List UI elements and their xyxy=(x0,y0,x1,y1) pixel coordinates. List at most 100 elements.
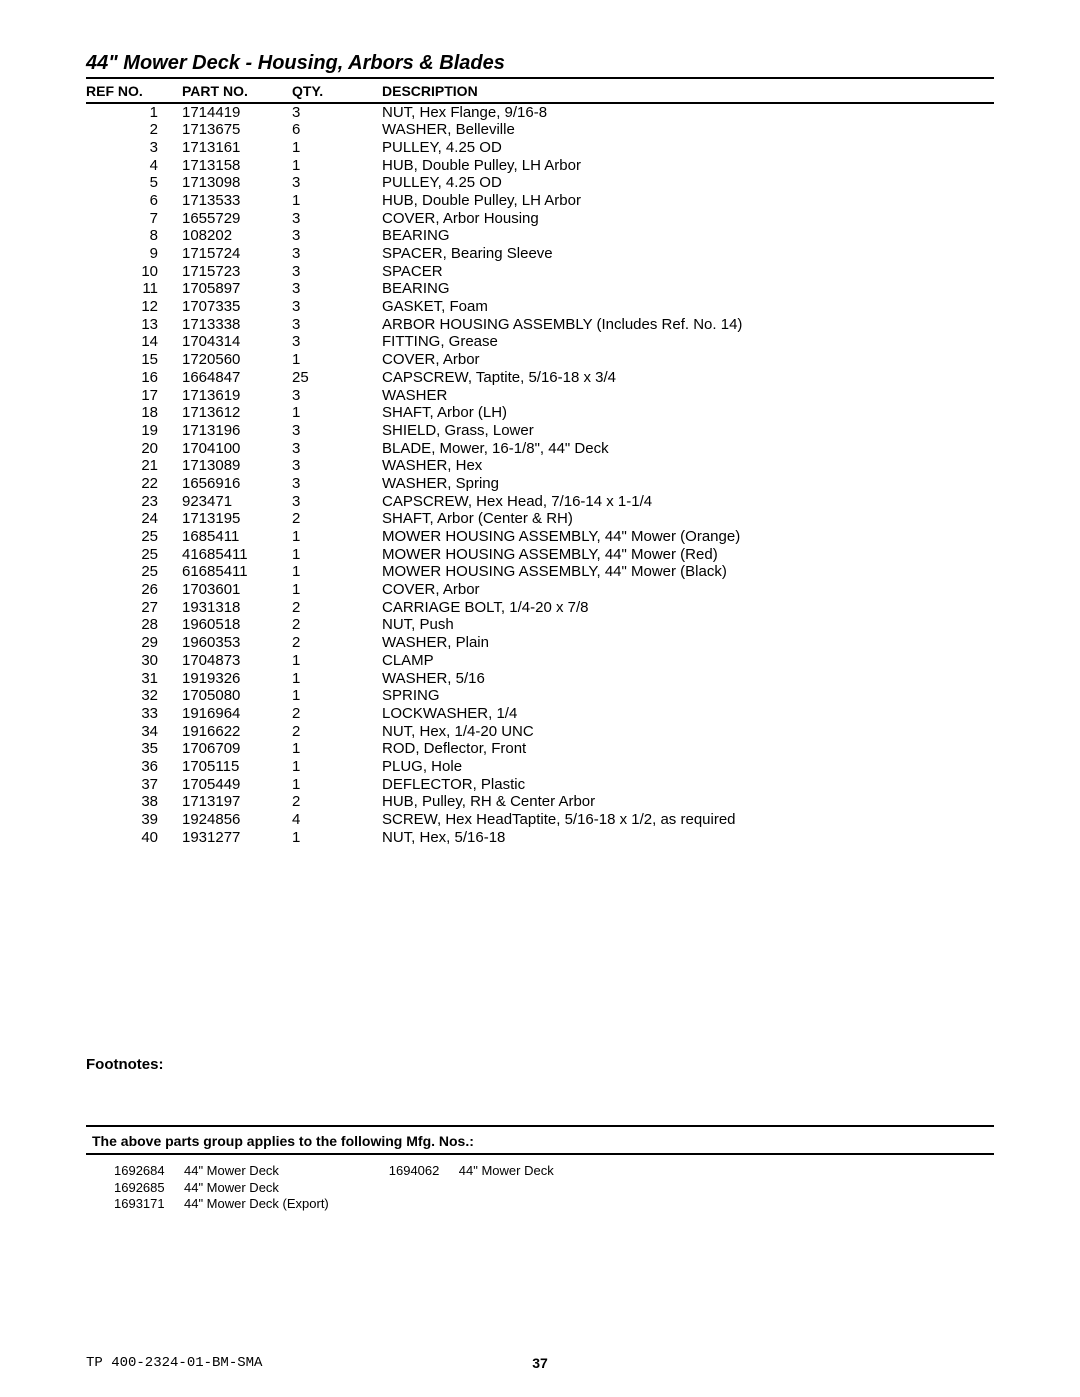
cell-part: 1931277 xyxy=(182,829,292,847)
table-row: 3717054491DEFLECTOR, Plastic xyxy=(86,776,994,794)
cell-part: 61685411 xyxy=(182,563,292,581)
cell-desc: BEARING xyxy=(382,280,994,298)
cell-desc: CLAMP xyxy=(382,652,994,670)
cell-qty: 3 xyxy=(292,298,382,316)
cell-desc: NUT, Hex, 1/4-20 UNC xyxy=(382,723,994,741)
cell-qty: 1 xyxy=(292,546,382,564)
table-row: 16166484725CAPSCREW, Taptite, 5/16-18 x … xyxy=(86,369,994,387)
mfg-no: 1694062 xyxy=(389,1163,449,1179)
cell-qty: 1 xyxy=(292,740,382,758)
cell-part: 1656916 xyxy=(182,475,292,493)
cell-qty: 1 xyxy=(292,776,382,794)
parts-table: REF NO. PART NO. QTY. DESCRIPTION 117144… xyxy=(86,81,994,846)
cell-desc: CAPSCREW, Taptite, 5/16-18 x 3/4 xyxy=(382,369,994,387)
cell-ref: 8 xyxy=(86,227,182,245)
cell-desc: BEARING xyxy=(382,227,994,245)
cell-part: 1960518 xyxy=(182,616,292,634)
table-row: 81082023BEARING xyxy=(86,227,994,245)
cell-desc: HUB, Double Pulley, LH Arbor xyxy=(382,157,994,175)
cell-qty: 3 xyxy=(292,387,382,405)
cell-qty: 3 xyxy=(292,245,382,263)
cell-ref: 4 xyxy=(86,157,182,175)
table-row: 117144193NUT, Hex Flange, 9/16-8 xyxy=(86,103,994,122)
cell-qty: 1 xyxy=(292,563,382,581)
cell-part: 1714419 xyxy=(182,103,292,122)
footer-page-number: 37 xyxy=(532,1355,548,1371)
cell-ref: 26 xyxy=(86,581,182,599)
cell-ref: 22 xyxy=(86,475,182,493)
cell-ref: 30 xyxy=(86,652,182,670)
cell-ref: 17 xyxy=(86,387,182,405)
cell-part: 1704873 xyxy=(182,652,292,670)
table-row: 3517067091ROD, Deflector, Front xyxy=(86,740,994,758)
table-row: 25616854111MOWER HOUSING ASSEMBLY, 44" M… xyxy=(86,563,994,581)
table-row: 2017041003BLADE, Mower, 16-1/8", 44" Dec… xyxy=(86,440,994,458)
cell-ref: 12 xyxy=(86,298,182,316)
cell-part: 1713158 xyxy=(182,157,292,175)
cell-ref: 21 xyxy=(86,457,182,475)
cell-part: 1720560 xyxy=(182,351,292,369)
mfg-desc: 44" Mower Deck (Export) xyxy=(184,1196,329,1212)
cell-ref: 38 xyxy=(86,793,182,811)
cell-part: 1713619 xyxy=(182,387,292,405)
cell-desc: SHAFT, Arbor (Center & RH) xyxy=(382,510,994,528)
cell-desc: HUB, Double Pulley, LH Arbor xyxy=(382,192,994,210)
cell-desc: WASHER, 5/16 xyxy=(382,670,994,688)
cell-part: 1713675 xyxy=(182,121,292,139)
col-header-desc: DESCRIPTION xyxy=(382,81,994,103)
page-footer: TP 400-2324-01-BM-SMA 37 xyxy=(86,1355,994,1371)
cell-qty: 2 xyxy=(292,723,382,741)
mfg-item: 169406244" Mower Deck xyxy=(389,1163,554,1179)
cell-ref: 16 xyxy=(86,369,182,387)
cell-ref: 2 xyxy=(86,121,182,139)
cell-part: 1715723 xyxy=(182,263,292,281)
table-row: 1017157233SPACER xyxy=(86,263,994,281)
table-row: 3919248564SCREW, Hex HeadTaptite, 5/16-1… xyxy=(86,811,994,829)
cell-part: 1705080 xyxy=(182,687,292,705)
table-row: 1917131963SHIELD, Grass, Lower xyxy=(86,422,994,440)
cell-ref: 34 xyxy=(86,723,182,741)
cell-part: 1664847 xyxy=(182,369,292,387)
table-row: 3119193261WASHER, 5/16 xyxy=(86,670,994,688)
cell-part: 41685411 xyxy=(182,546,292,564)
cell-part: 108202 xyxy=(182,227,292,245)
cell-desc: SPACER, Bearing Sleeve xyxy=(382,245,994,263)
cell-desc: SCREW, Hex HeadTaptite, 5/16-18 x 1/2, a… xyxy=(382,811,994,829)
mfg-no: 1692684 xyxy=(114,1163,174,1179)
page: 44" Mower Deck - Housing, Arbors & Blade… xyxy=(0,0,1080,1397)
table-row: 417131581HUB, Double Pulley, LH Arbor xyxy=(86,157,994,175)
cell-qty: 1 xyxy=(292,192,382,210)
cell-qty: 4 xyxy=(292,811,382,829)
cell-part: 1703601 xyxy=(182,581,292,599)
cell-desc: CAPSCREW, Hex Head, 7/16-14 x 1-1/4 xyxy=(382,493,994,511)
table-row: 239234713CAPSCREW, Hex Head, 7/16-14 x 1… xyxy=(86,493,994,511)
cell-desc: CARRIAGE BOLT, 1/4-20 x 7/8 xyxy=(382,599,994,617)
cell-qty: 3 xyxy=(292,333,382,351)
cell-qty: 3 xyxy=(292,280,382,298)
cell-part: 1705115 xyxy=(182,758,292,776)
cell-desc: NUT, Hex Flange, 9/16-8 xyxy=(382,103,994,122)
table-row: 3217050801SPRING xyxy=(86,687,994,705)
cell-desc: COVER, Arbor Housing xyxy=(382,210,994,228)
cell-desc: WASHER, Hex xyxy=(382,457,994,475)
table-row: 1817136121SHAFT, Arbor (LH) xyxy=(86,404,994,422)
cell-ref: 13 xyxy=(86,316,182,334)
cell-desc: NUT, Push xyxy=(382,616,994,634)
cell-desc: MOWER HOUSING ASSEMBLY, 44" Mower (Orang… xyxy=(382,528,994,546)
mfg-no: 1692685 xyxy=(114,1180,174,1196)
col-header-ref: REF NO. xyxy=(86,81,182,103)
cell-desc: HUB, Pulley, RH & Center Arbor xyxy=(382,793,994,811)
cell-qty: 1 xyxy=(292,670,382,688)
cell-part: 1704100 xyxy=(182,440,292,458)
cell-ref: 18 xyxy=(86,404,182,422)
cell-qty: 3 xyxy=(292,210,382,228)
cell-desc: WASHER, Plain xyxy=(382,634,994,652)
table-row: 217136756WASHER, Belleville xyxy=(86,121,994,139)
cell-part: 1713195 xyxy=(182,510,292,528)
table-row: 1117058973BEARING xyxy=(86,280,994,298)
cell-desc: WASHER xyxy=(382,387,994,405)
cell-desc: MOWER HOUSING ASSEMBLY, 44" Mower (Black… xyxy=(382,563,994,581)
cell-part: 1706709 xyxy=(182,740,292,758)
cell-qty: 1 xyxy=(292,351,382,369)
cell-qty: 2 xyxy=(292,599,382,617)
